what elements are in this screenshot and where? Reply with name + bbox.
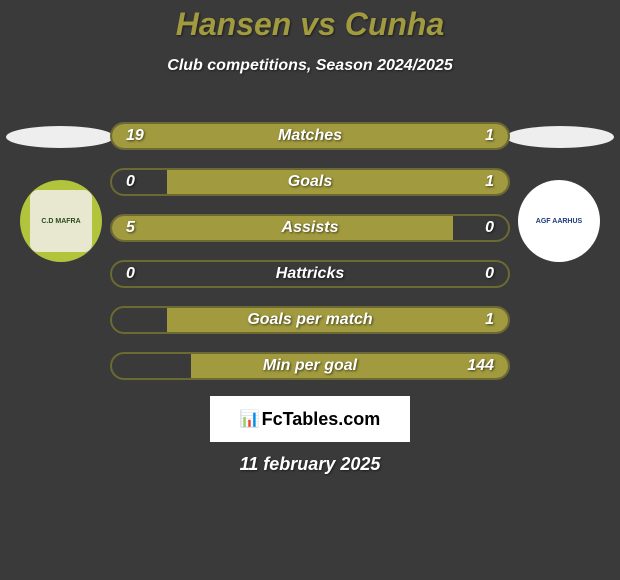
- watermark-text: FcTables.com: [262, 409, 381, 430]
- left-club-badge-inner: C.D MAFRA: [30, 190, 92, 252]
- stat-label: Hattricks: [276, 265, 344, 283]
- stat-value-right: 144: [467, 357, 494, 375]
- stat-value-right: 0: [485, 219, 494, 237]
- page-title: Hansen vs Cunha: [0, 0, 620, 43]
- stat-row: 1 Goals per match: [110, 306, 510, 334]
- stat-label: Matches: [278, 127, 342, 145]
- stat-row: 5 0 Assists: [110, 214, 510, 242]
- stat-value-right: 0: [485, 265, 494, 283]
- stat-label: Goals: [288, 173, 332, 191]
- stat-value-left: 0: [126, 173, 135, 191]
- right-club-badge: AGF AARHUS: [518, 180, 600, 262]
- subtitle: Club competitions, Season 2024/2025: [0, 57, 620, 75]
- stat-fill-right: [167, 170, 508, 194]
- stat-value-right: 1: [485, 173, 494, 191]
- stat-row: 0 1 Goals: [110, 168, 510, 196]
- stat-value-left: 0: [126, 265, 135, 283]
- stat-value-right: 1: [485, 127, 494, 145]
- date-label: 11 february 2025: [240, 454, 381, 475]
- left-club-badge: C.D MAFRA: [20, 180, 102, 262]
- container: Hansen vs Cunha Club competitions, Seaso…: [0, 0, 620, 580]
- stat-row: 19 1 Matches: [110, 122, 510, 150]
- stat-value-left: 5: [126, 219, 135, 237]
- chart-icon: 📊: [240, 409, 260, 429]
- stat-label: Min per goal: [263, 357, 357, 375]
- stat-value-right: 1: [485, 311, 494, 329]
- stat-row: 144 Min per goal: [110, 352, 510, 380]
- watermark: 📊 FcTables.com: [210, 396, 410, 442]
- stat-row: 0 0 Hattricks: [110, 260, 510, 288]
- stat-label: Assists: [282, 219, 339, 237]
- left-player-oval: [6, 126, 114, 148]
- right-club-badge-inner: AGF AARHUS: [528, 190, 590, 252]
- stat-value-left: 19: [126, 127, 144, 145]
- stat-label: Goals per match: [247, 311, 372, 329]
- right-player-oval: [506, 126, 614, 148]
- stats-panel: 19 1 Matches 0 1 Goals 5 0 Assists 0 0 Hattricks 1 Go…: [110, 122, 510, 398]
